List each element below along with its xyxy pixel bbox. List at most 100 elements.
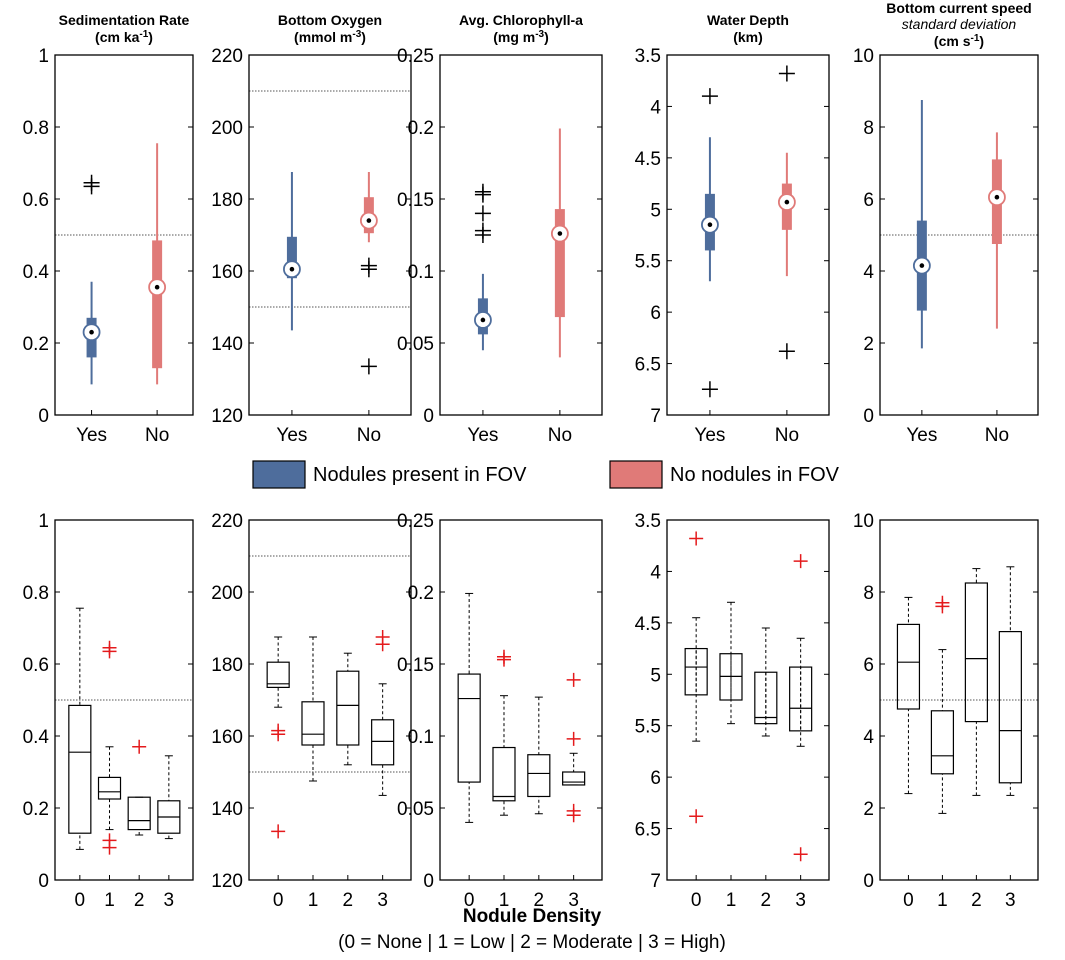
- panel-title: Water Depth: [707, 12, 789, 28]
- box-iqr: [930, 710, 955, 775]
- outlier-marker: [474, 183, 491, 200]
- y-tick-label: 140: [211, 799, 243, 820]
- x-tick-label: 2: [971, 890, 982, 911]
- y-tick-label: 0.2: [408, 583, 434, 604]
- y-tick-label: 0.05: [397, 334, 434, 355]
- axes-top: 0 0.2 0.4 0.6 0.8 1 Yes No: [23, 46, 194, 446]
- y-tick-label: 0: [423, 406, 434, 427]
- x-tick-label: 0: [273, 890, 284, 911]
- y-tick-label: 8: [863, 583, 874, 604]
- axes-frame: [666, 54, 830, 416]
- median-dot: [366, 218, 372, 223]
- y-tick-label: 6.5: [635, 355, 661, 376]
- y-tick-label: 2: [863, 334, 874, 355]
- y-tick-label: 6.5: [635, 820, 661, 841]
- panel-chlorophyll: Avg. Chlorophyll-a(mg m-3) 0 0.05 0.1 0.15 0.…: [397, 12, 603, 911]
- panel-unit: (cm s-1): [934, 33, 984, 50]
- unit-suffix: ): [979, 33, 984, 49]
- y-tick-label: 0.1: [408, 727, 434, 748]
- box-bottom-3: [157, 755, 181, 840]
- y-tick-label: 5.5: [635, 252, 661, 273]
- outlier-marker: [566, 808, 581, 823]
- y-tick-label: 7: [650, 406, 661, 427]
- panel-unit: (mmol m-3): [294, 29, 366, 46]
- unit-prefix: (cm ka: [95, 29, 140, 45]
- x-tick-label: Yes: [694, 425, 725, 446]
- y-tick-label: 5.5: [635, 717, 661, 738]
- outlier-marker: [496, 649, 511, 664]
- panel-title: Bottom current speed: [886, 0, 1031, 16]
- box-bottom-1: [492, 649, 516, 816]
- x-tick-label: 0: [464, 890, 475, 911]
- y-tick-label: 0.05: [397, 799, 434, 820]
- box-top-Yes: [701, 88, 719, 398]
- axes-frame: [879, 519, 1039, 881]
- y-tick-label: 0: [38, 871, 49, 892]
- box-bottom-2: [964, 568, 988, 796]
- box-bottom-2: [336, 652, 360, 766]
- y-tick-label: 200: [211, 583, 243, 604]
- x-tick-label: No: [548, 425, 572, 446]
- y-tick-label: 1: [38, 46, 49, 67]
- legend-label-no: No nodules in FOV: [670, 464, 840, 486]
- y-tick-label: 8: [863, 118, 874, 139]
- x-tick-label: 1: [937, 890, 948, 911]
- y-tick-label: 10: [853, 511, 874, 532]
- median-dot: [480, 317, 486, 323]
- y-tick-label: 6: [650, 768, 661, 789]
- box-top-Yes: [283, 172, 301, 331]
- box-bottom-3: [562, 672, 586, 823]
- box-iqr: [896, 623, 921, 710]
- median-dot: [89, 329, 94, 335]
- axes-bottom: 120 140 160 180 200 220 0 1 2 3: [211, 511, 412, 911]
- x-tick-label: 0: [691, 890, 702, 911]
- unit-suffix: ): [148, 29, 153, 45]
- y-tick-label: 0.6: [23, 655, 49, 676]
- y-tick-label: 0: [863, 406, 874, 427]
- box-bottom-0: [266, 636, 290, 839]
- unit-prefix: (km): [733, 29, 763, 45]
- y-tick-label: 180: [211, 655, 243, 676]
- panel-title: Bottom Oxygen: [278, 12, 382, 28]
- y-tick-label: 0.1: [408, 262, 434, 283]
- y-tick-label: 6: [863, 190, 874, 211]
- box-iqr: [492, 746, 516, 802]
- y-tick-label: 0.25: [397, 46, 434, 67]
- y-tick-label: 3.5: [635, 46, 661, 67]
- outlier-marker: [689, 531, 704, 546]
- x-tick-label: 3: [795, 890, 806, 911]
- box-top-Yes: [474, 183, 492, 351]
- unit-superscript: -1: [971, 33, 980, 44]
- box-iqr: [286, 236, 297, 279]
- box-bottom-1: [719, 601, 743, 725]
- x-tick-label: 2: [534, 890, 545, 911]
- box-bottom-3: [998, 566, 1022, 796]
- x-axis-title: Nodule Density: [463, 906, 602, 927]
- box-bottom-1: [301, 636, 325, 782]
- outlier-marker: [778, 343, 795, 360]
- box-bottom-2: [754, 627, 778, 737]
- panel-unit: (cm ka-1): [95, 29, 153, 46]
- panel-unit: (km): [733, 29, 763, 45]
- x-tick-label: 3: [568, 890, 579, 911]
- x-tick-label: 3: [377, 890, 388, 911]
- y-tick-label: 0.8: [23, 583, 49, 604]
- y-tick-label: 160: [211, 262, 243, 283]
- legend-swatch-no: [609, 460, 663, 489]
- x-tick-label: 1: [726, 890, 737, 911]
- axes-frame: [439, 519, 603, 881]
- outlier-marker: [701, 88, 718, 105]
- y-tick-label: 0.25: [397, 511, 434, 532]
- outlier-marker: [566, 672, 581, 687]
- box-bottom-1: [97, 640, 122, 855]
- box-bottom-2: [527, 696, 551, 815]
- median-dot: [557, 231, 563, 236]
- box-iqr: [152, 240, 163, 369]
- x-tick-label: Yes: [76, 425, 107, 446]
- median-dot: [154, 284, 160, 290]
- panel-unit: (mg m-3): [493, 29, 549, 46]
- median-dot: [784, 199, 790, 205]
- axes-top: 0 2 4 6 8 10 Yes No: [853, 46, 1039, 446]
- box-iqr: [527, 754, 551, 798]
- legend: Nodules present in FOV No nodules in FOV: [252, 460, 840, 489]
